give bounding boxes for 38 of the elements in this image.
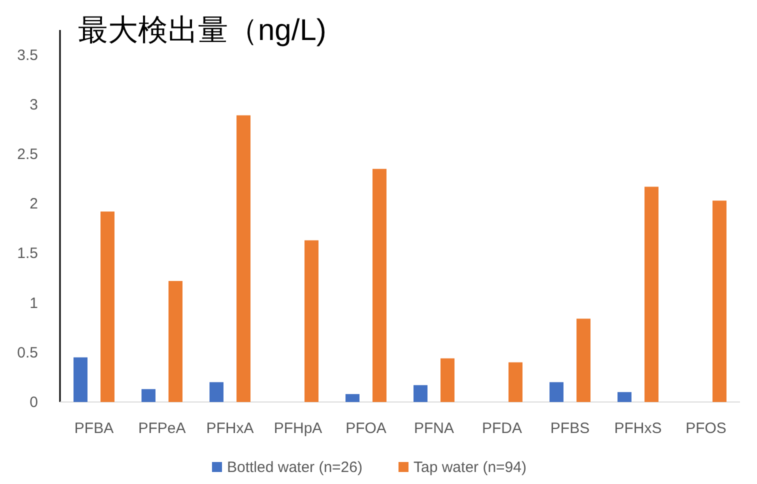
bar (304, 240, 318, 402)
bar (576, 318, 590, 402)
bar (210, 382, 224, 402)
y-tick-label: 3.5 (17, 46, 38, 64)
x-tick-label: PFBS (550, 420, 590, 437)
bar (100, 212, 114, 402)
legend-label: Bottled water (n=26) (227, 459, 362, 476)
y-tick-label: 1 (30, 294, 38, 312)
bar (508, 362, 522, 402)
bar (440, 358, 454, 402)
bar (372, 168, 386, 402)
x-tick-label: PFOA (346, 420, 386, 437)
bar (168, 280, 182, 402)
x-tick-label: PFBA (74, 420, 114, 437)
bar (618, 392, 632, 402)
y-tick-label: 2 (30, 196, 38, 213)
legend-label: Tap water (n=94) (414, 459, 526, 476)
bar (74, 357, 88, 402)
x-tick-label: PFHpA (274, 420, 322, 437)
x-tick-label: PFHxS (614, 420, 662, 437)
bar (142, 389, 156, 402)
y-tick-label: 2.5 (17, 146, 38, 163)
x-tick-label: PFOS (686, 420, 726, 437)
x-tick-label: PFNA (414, 420, 454, 437)
bar (346, 394, 360, 402)
x-tick-label: PFHxA (206, 420, 254, 437)
bar (550, 382, 564, 402)
y-tick-label: 0.5 (17, 344, 38, 362)
bar (644, 186, 658, 402)
y-tick-label: 0 (30, 394, 38, 411)
bar (414, 385, 428, 402)
y-tick-label: 1.5 (17, 245, 38, 262)
bar (236, 115, 250, 402)
x-tick-label: PFPeA (138, 420, 186, 437)
chart-title: 最大検出量（ng/L) (78, 14, 326, 47)
x-tick-label: PFDA (482, 420, 522, 437)
bar (712, 200, 726, 402)
y-tick-label: 3 (30, 96, 38, 114)
